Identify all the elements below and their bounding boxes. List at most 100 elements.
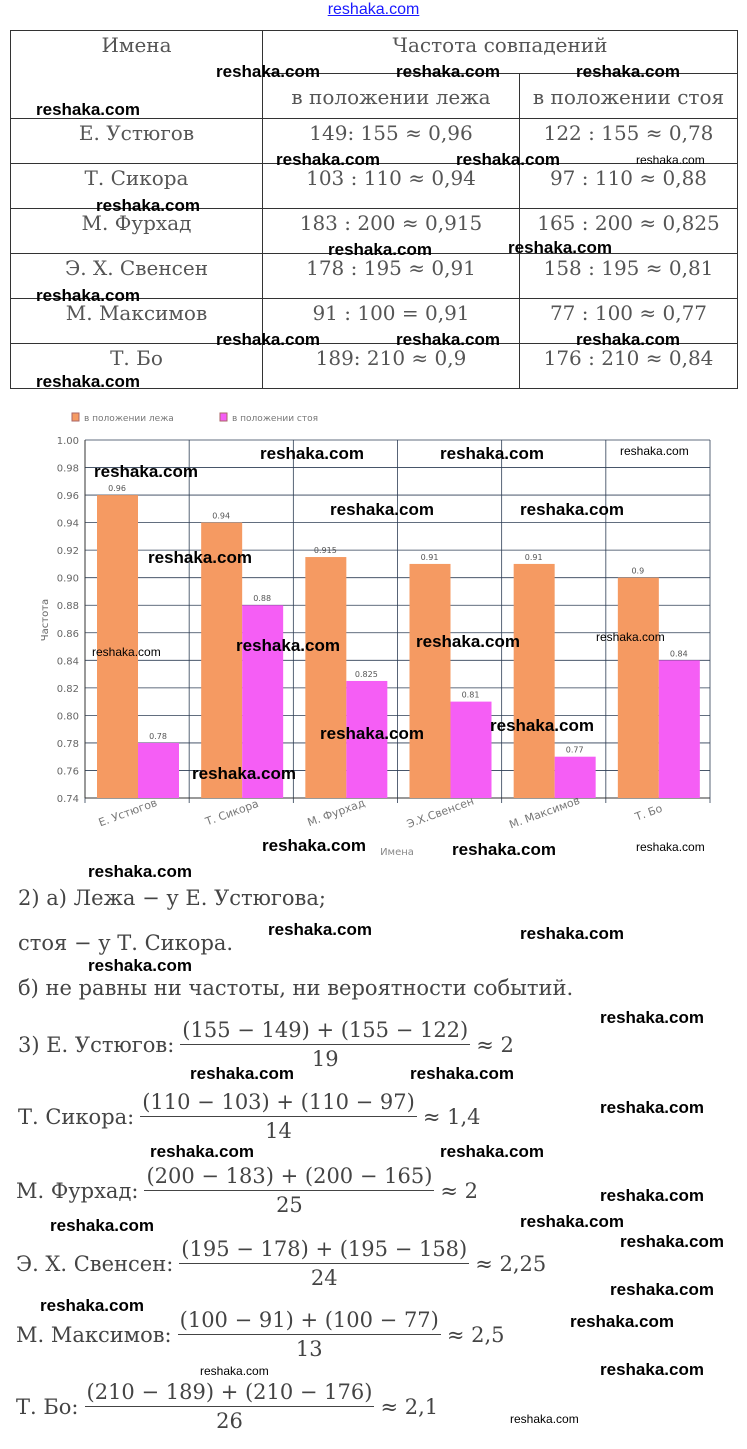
bar-standing xyxy=(346,680,388,798)
eq-label: Т. Сикора: xyxy=(18,1104,135,1129)
equation-bo: Т. Бо: (210 − 189) + (210 − 176) 26 ≈ 2,1 xyxy=(16,1380,438,1433)
eq-label: Т. Бо: xyxy=(16,1394,79,1419)
cell-lying: 91 : 100 = 0,91 xyxy=(262,298,520,344)
legend-swatch xyxy=(71,412,80,422)
watermark: reshaka.com xyxy=(610,1280,714,1299)
cell-name: М. Фурхад xyxy=(10,208,263,254)
x-tick-label: Т. Сикора xyxy=(203,797,261,829)
y-tick-label: 0.82 xyxy=(57,684,79,695)
bar-value-label: 0.84 xyxy=(670,649,688,658)
bar-standing xyxy=(554,756,596,798)
header-names: Имена xyxy=(10,30,263,119)
y-tick-label: 0.90 xyxy=(57,574,79,585)
equation-ustyugov: 3) Е. Устюгов: (155 − 149) + (155 − 122) 1… xyxy=(18,1018,514,1071)
answer-2a-line2: стоя − у Т. Сикора. xyxy=(18,931,234,955)
y-tick-label: 0.74 xyxy=(57,794,79,805)
bar-value-label: 0.78 xyxy=(149,732,167,741)
site-link[interactable]: reshaka.com xyxy=(327,1,420,18)
watermark: reshaka.com xyxy=(576,330,680,349)
y-tick-label: 0.92 xyxy=(57,546,79,557)
eq-result: ≈ 2,25 xyxy=(475,1251,547,1276)
table-row: Т. Сикора 103 : 110 ≈ 0,94 97 : 110 ≈ 0,88 xyxy=(10,163,738,209)
watermark: reshaka.com xyxy=(620,1232,724,1251)
watermark: reshaka.com xyxy=(320,724,424,743)
watermark: reshaka.com xyxy=(36,100,140,119)
cell-standing: 176 : 210 ≈ 0,84 xyxy=(519,343,738,389)
x-tick-label: Т. Бо xyxy=(632,802,664,824)
watermark: reshaka.com xyxy=(396,330,500,349)
watermark: reshaka.com xyxy=(190,1064,294,1083)
watermark: reshaka.com xyxy=(456,150,560,169)
watermark: reshaka.com xyxy=(192,764,296,783)
watermark: reshaka.com xyxy=(328,240,432,259)
watermark: reshaka.com xyxy=(94,462,198,481)
header-lying: в положении лежа xyxy=(262,73,520,119)
watermark: reshaka.com xyxy=(636,153,705,167)
bar-lying xyxy=(617,577,659,798)
cell-standing: 158 : 195 ≈ 0,81 xyxy=(519,253,738,299)
watermark: reshaka.com xyxy=(200,1364,269,1378)
watermark: reshaka.com xyxy=(620,444,689,458)
watermark: reshaka.com xyxy=(36,372,140,391)
y-tick-label: 1.00 xyxy=(57,436,79,447)
equation-furkhad: М. Фурхад: (200 − 183) + (200 − 165) 25 ≈ 2 xyxy=(16,1164,478,1217)
watermark: reshaka.com xyxy=(600,1360,704,1379)
bar-standing xyxy=(658,660,700,798)
bar-value-label: 0.96 xyxy=(108,484,126,493)
bar-standing xyxy=(242,605,284,798)
cell-lying: 149: 155 ≈ 0,96 xyxy=(262,118,520,164)
table-row: М. Максимов 91 : 100 = 0,91 77 : 100 ≈ 0,7… xyxy=(10,298,738,344)
watermark: reshaka.com xyxy=(216,330,320,349)
watermark: reshaka.com xyxy=(600,1098,704,1117)
eq-numerator: (155 − 149) + (155 − 122) xyxy=(180,1018,471,1045)
bar-value-label: 0.91 xyxy=(421,553,439,562)
watermark: reshaka.com xyxy=(36,286,140,305)
eq-result: ≈ 2,1 xyxy=(380,1394,439,1419)
cell-lying: 103 : 110 ≈ 0,94 xyxy=(262,163,520,209)
eq-result: ≈ 2 xyxy=(476,1032,514,1057)
eq-result: ≈ 2,5 xyxy=(446,1322,505,1347)
y-tick-label: 0.98 xyxy=(57,464,79,475)
watermark: reshaka.com xyxy=(260,444,364,463)
cell-name: М. Максимов xyxy=(10,298,263,344)
watermark: reshaka.com xyxy=(262,836,366,855)
legend-swatch xyxy=(219,412,228,422)
eq-numerator: (210 − 189) + (210 − 176) xyxy=(84,1380,375,1407)
watermark: reshaka.com xyxy=(148,548,252,567)
cell-lying: 183 : 200 ≈ 0,915 xyxy=(262,208,520,254)
eq-numerator: (110 − 103) + (110 − 97) xyxy=(140,1090,417,1117)
frequency-table: Имена Частота совпадений в положении леж… xyxy=(10,30,738,389)
bar-value-label: 0.88 xyxy=(253,594,271,603)
watermark: reshaka.com xyxy=(276,150,380,169)
watermark: reshaka.com xyxy=(440,444,544,463)
bar-lying xyxy=(305,557,347,798)
watermark: reshaka.com xyxy=(636,840,705,854)
watermark: reshaka.com xyxy=(600,1008,704,1027)
x-tick-label: М. Максимов xyxy=(508,794,582,832)
cell-standing: 97 : 110 ≈ 0,88 xyxy=(519,163,738,209)
eq-numerator: (100 − 91) + (100 − 77) xyxy=(177,1308,441,1335)
cell-name: Т. Бо xyxy=(10,343,263,389)
watermark: reshaka.com xyxy=(520,924,624,943)
y-tick-label: 0.76 xyxy=(57,766,79,777)
eq-label: Э. Х. Свенсен: xyxy=(16,1251,174,1276)
eq-label: М. Максимов: xyxy=(16,1322,172,1347)
watermark: reshaka.com xyxy=(216,62,320,81)
y-tick-label: 0.78 xyxy=(57,739,79,750)
bar-value-label: 0.825 xyxy=(355,670,378,679)
x-axis-title: Имена xyxy=(380,847,414,858)
eq-label: 3) Е. Устюгов: xyxy=(18,1032,175,1057)
watermark: reshaka.com xyxy=(410,1064,514,1083)
eq-numerator: (200 − 183) + (200 − 165) xyxy=(144,1164,435,1191)
x-tick-label: Э.Х.Свенсен xyxy=(405,795,476,831)
watermark: reshaka.com xyxy=(520,1212,624,1231)
bar-value-label: 0.915 xyxy=(314,546,337,555)
watermark: reshaka.com xyxy=(40,1296,144,1315)
watermark: reshaka.com xyxy=(92,645,161,659)
watermark: reshaka.com xyxy=(452,840,556,859)
y-tick-label: 0.94 xyxy=(57,519,79,530)
eq-result: ≈ 2 xyxy=(440,1178,479,1203)
equation-maksimov: М. Максимов: (100 − 91) + (100 − 77) 13 ≈ 2… xyxy=(16,1308,505,1361)
eq-denominator: 26 xyxy=(216,1409,243,1433)
